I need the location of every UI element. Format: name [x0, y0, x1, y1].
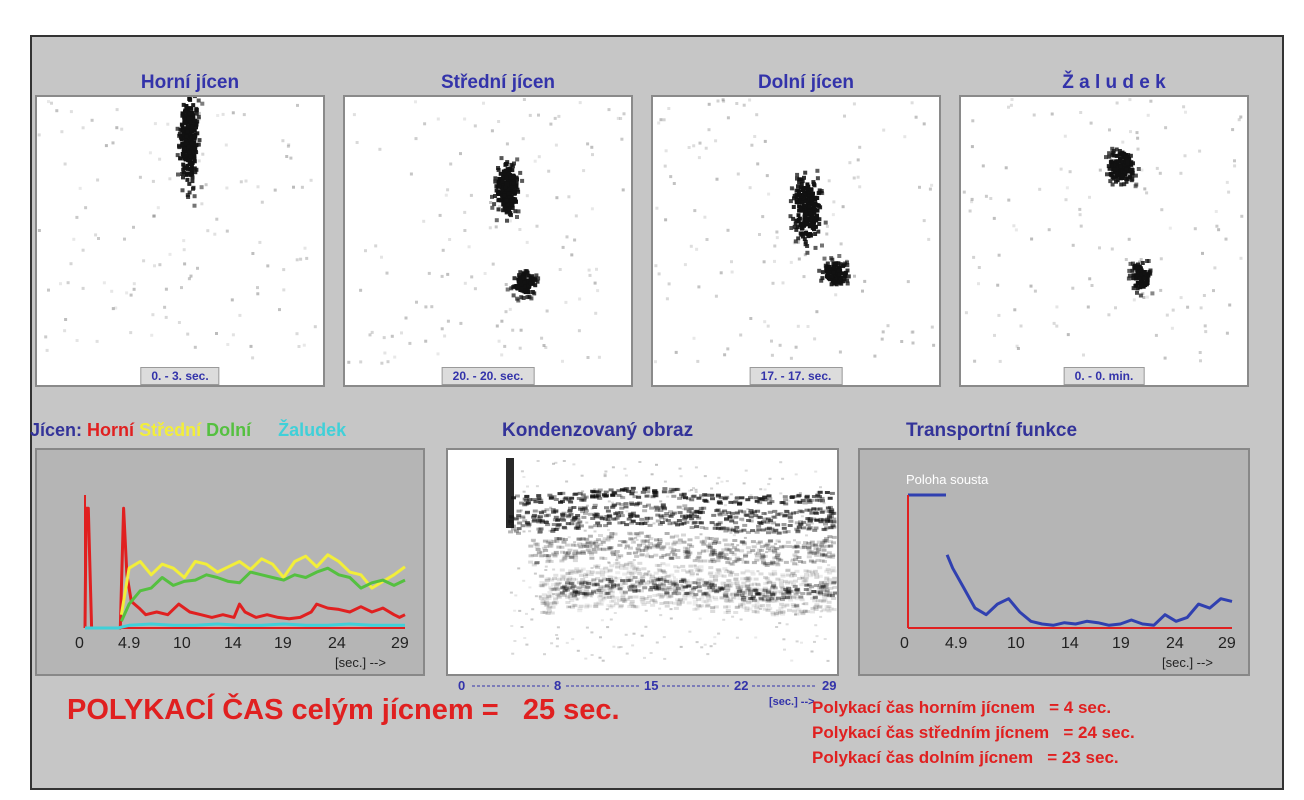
condensed-axis: 0 8 15 22 29: [446, 676, 846, 694]
x-tick: 24: [328, 635, 346, 652]
series-line-střední: [119, 553, 406, 615]
legend: Jícen: Horní Střední Dolní Žaludek: [30, 420, 346, 441]
x-tick: 29: [391, 635, 409, 652]
scan-panel-lower[interactable]: 17. - 17. sec.: [651, 95, 941, 387]
x-tick: 10: [1007, 635, 1025, 652]
total-swallow-time: POLYKACÍ ČAS celým jícnem = 25 sec.: [67, 694, 620, 726]
series-line-dolní: [120, 566, 406, 622]
x-tick: 14: [224, 635, 242, 652]
x-tick: 0: [900, 635, 909, 652]
x-axis-unit: [sec.] -->: [335, 655, 386, 670]
condensed-axis-unit: [sec.] -->: [769, 696, 815, 708]
legend-stomach: Žaludek: [278, 420, 347, 440]
series-line-žaludek: [85, 622, 405, 630]
condensed-image[interactable]: [446, 448, 839, 676]
scan-panel-middle[interactable]: 20. - 20. sec.: [343, 95, 633, 387]
condensed-axis-dashes: [472, 685, 817, 687]
stat-middle: Polykací čas středním jícnem = 24 sec.: [812, 723, 1135, 742]
stat-upper: Polykací čas horním jícnem = 4 sec.: [812, 698, 1112, 717]
condensed-title: Kondenzovaný obraz: [502, 420, 694, 441]
transport-chart[interactable]: Poloha sousta 0 4.9 10 14 19 24 29 [sec.…: [858, 448, 1250, 676]
legend-prefix: Jícen:: [30, 420, 83, 440]
time-label-lower: 17. - 17. sec.: [749, 367, 843, 385]
x-tick: 4.9: [945, 635, 968, 652]
passage-chart-plot: [83, 495, 406, 630]
x-tick: 24: [1166, 635, 1184, 652]
transport-title: Transportní funkce: [906, 420, 1078, 441]
panel-title-middle: Střední jícen: [440, 72, 556, 93]
scan-image-stomach: [962, 98, 1244, 363]
time-label-middle: 20. - 20. sec.: [441, 367, 535, 385]
x-axis-unit: [sec.] -->: [1162, 655, 1213, 670]
transport-chart-plot: [907, 493, 1233, 629]
condensed-image-plot: [506, 458, 837, 662]
condensed-tick: 8: [554, 678, 562, 693]
x-tick: 19: [274, 635, 292, 652]
condensed-tick: 29: [822, 678, 837, 693]
panel-title-lower: Dolní jícen: [757, 72, 855, 93]
stat-lower: Polykací čas dolním jícnem = 23 sec.: [812, 748, 1119, 767]
scan-image-upper: [37, 97, 317, 360]
legend-middle: Střední: [139, 420, 202, 440]
x-tick: 29: [1218, 635, 1236, 652]
series-line-poloha-sousta: [945, 554, 1233, 627]
passage-chart[interactable]: 0 4.9 10 14 19 24 29 [sec.] -->: [35, 448, 425, 676]
x-tick: 10: [173, 635, 191, 652]
x-tick: 14: [1061, 635, 1079, 652]
series-line-horní: [83, 506, 406, 630]
condensed-tick: 0: [458, 678, 466, 693]
condensed-tick: 15: [644, 678, 659, 693]
legend-lower: Dolní: [206, 420, 252, 440]
scan-image-lower: [654, 98, 936, 364]
scan-image-middle: [347, 98, 626, 365]
time-label-upper: 0. - 3. sec.: [140, 367, 220, 385]
x-tick: 4.9: [118, 635, 141, 652]
condensed-tick: 22: [734, 678, 749, 693]
panel-title-upper: Horní jícen: [140, 72, 240, 93]
time-label-stomach: 0. - 0. min.: [1063, 367, 1145, 385]
x-tick: 0: [75, 635, 84, 652]
x-tick: 19: [1112, 635, 1130, 652]
legend-upper: Horní: [87, 420, 135, 440]
scan-panel-stomach[interactable]: 0. - 0. min.: [959, 95, 1249, 387]
scan-panel-upper[interactable]: 0. - 3. sec.: [35, 95, 325, 387]
panel-title-stomach: Ž a l u d e k: [1062, 72, 1166, 93]
transport-legend-label: Poloha sousta: [906, 472, 989, 487]
